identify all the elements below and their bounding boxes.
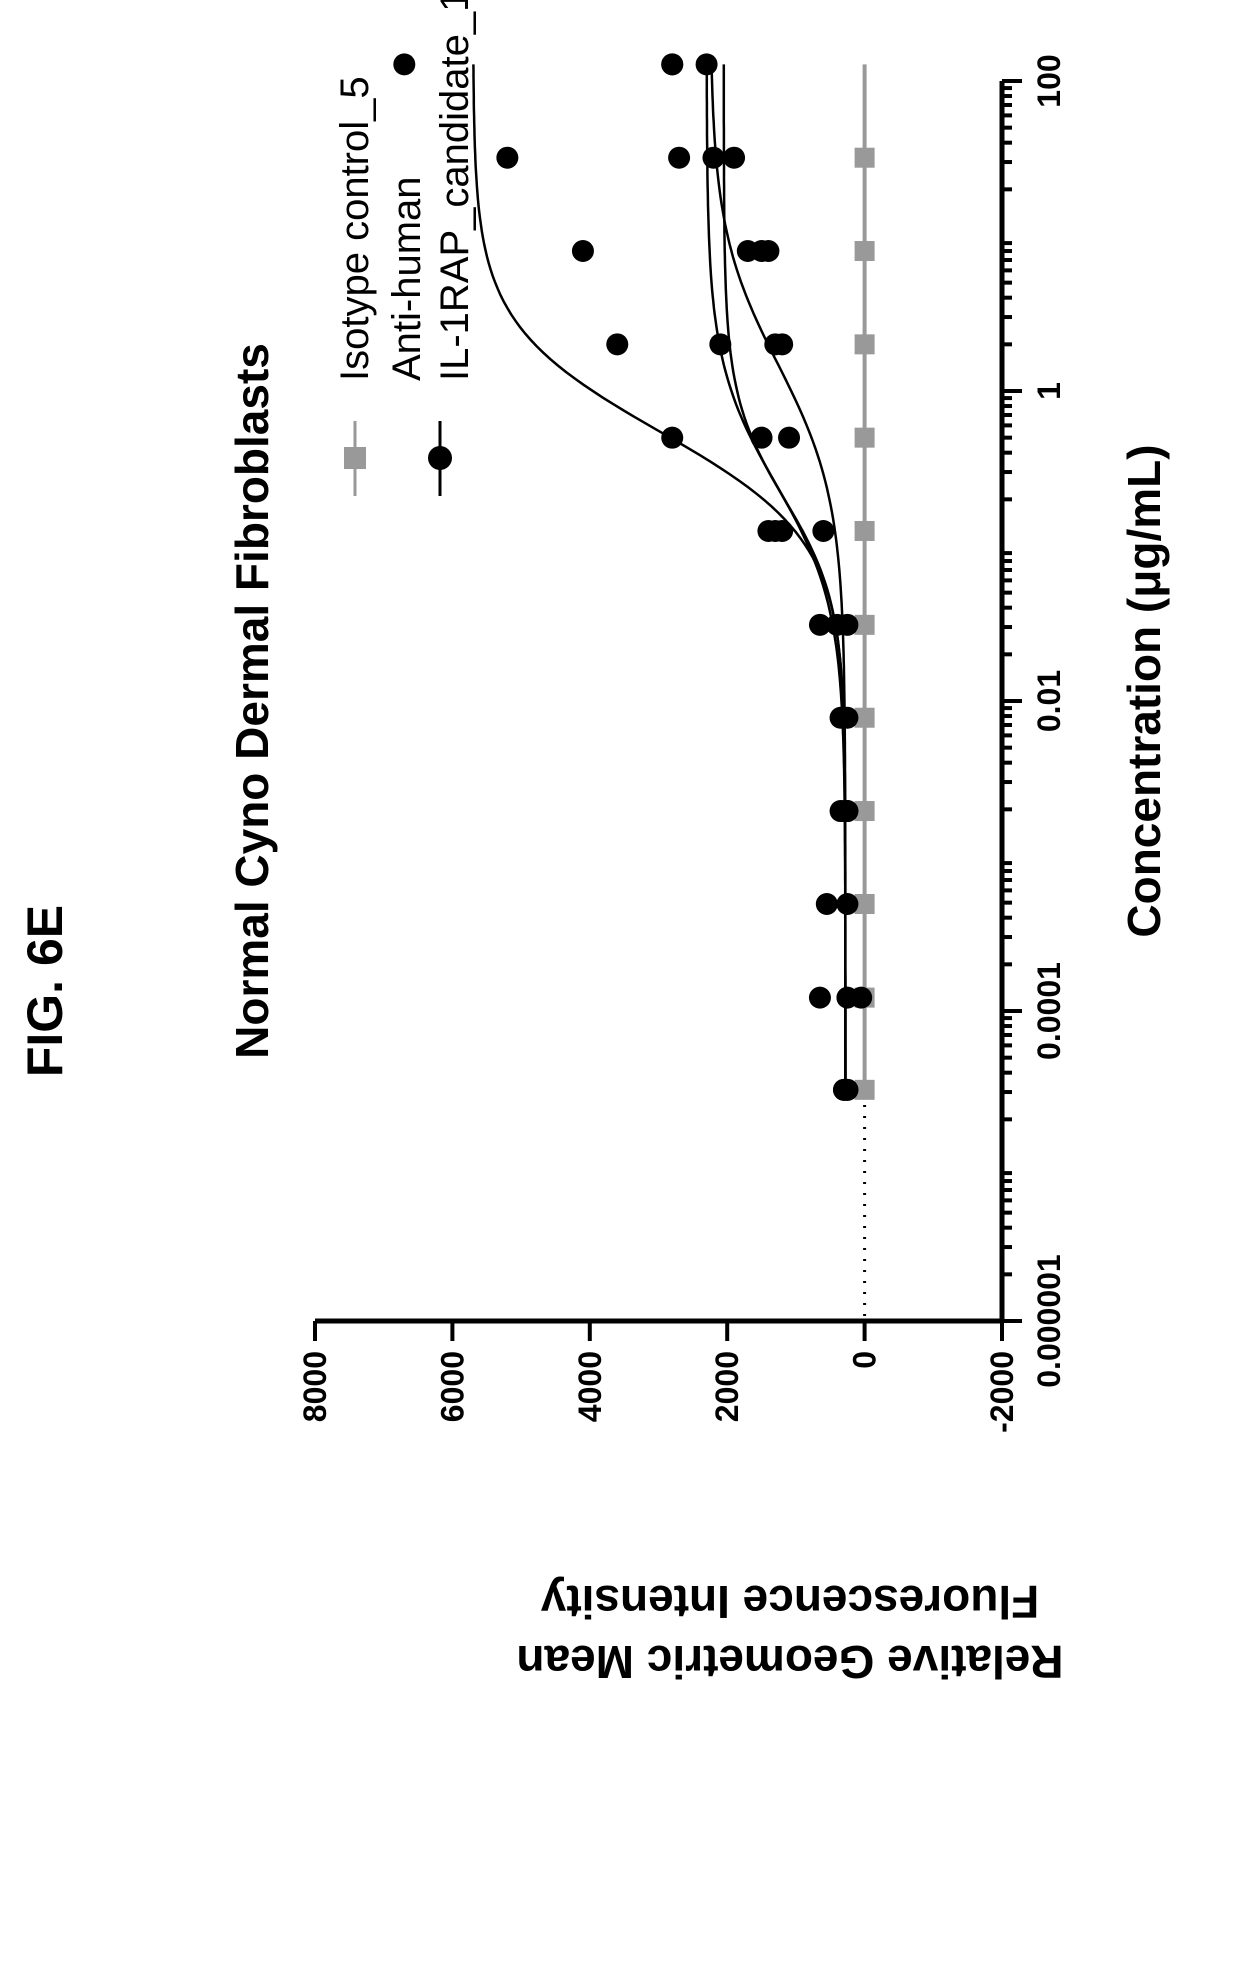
isotype-point: [854, 520, 875, 541]
anti-il1rap-point: [736, 240, 759, 263]
anti-il1rap-point: [661, 53, 684, 76]
legend-label-isotype: Isotype control_5: [333, 76, 377, 381]
anti-il1rap-point: [832, 706, 855, 729]
y-axis-ticks: -2000 0 2000 4000 6000 8000: [297, 1321, 1020, 1433]
fit-curve: [705, 64, 847, 1090]
isotype-point: [854, 1079, 875, 1100]
y-axis-title: Relative Geometric Mean Fluorescence Int…: [516, 1576, 1063, 1688]
y-tick-label: 8000: [297, 1351, 333, 1422]
anti-il1rap-point: [808, 986, 831, 1009]
isotype-point: [854, 147, 875, 168]
y-axis-title-line-2: Fluorescence Intensity: [540, 1576, 1039, 1628]
isotype-point: [854, 894, 875, 915]
y-tick-label: 2000: [709, 1351, 745, 1422]
isotype-point: [854, 427, 875, 448]
x-tick-label: 0.0001: [1031, 962, 1067, 1060]
anti-il1rap-point: [695, 53, 718, 76]
legend-label-anti-il1rap-line-1: Anti-human: [385, 176, 429, 381]
anti-il1rap-point: [778, 426, 801, 449]
isotype-point: [854, 334, 875, 355]
anti-il1rap-point: [757, 519, 780, 542]
anti-il1rap-point: [661, 426, 684, 449]
x-axis-title: Concentration (μg/mL): [1118, 444, 1170, 937]
y-tick-label: -2000: [984, 1351, 1020, 1433]
series-group: [854, 147, 875, 1100]
legend-circle-marker: [428, 446, 452, 470]
anti-il1rap-point: [668, 146, 691, 169]
x-axis-ticks: 0.000001 0.0001 0.01 1 100: [1002, 54, 1067, 1388]
anti-il1rap-point: [836, 893, 859, 916]
fit-curves: [472, 64, 867, 1090]
fit-curve: [472, 64, 847, 1090]
anti-il1rap-point: [771, 333, 794, 356]
anti-il1rap-point: [808, 613, 831, 636]
anti-il1rap-point: [836, 613, 859, 636]
rotated-figure: FIG. 6E Normal Cyno Dermal Fibroblasts -…: [17, 0, 1170, 1688]
anti-il1rap-point: [832, 1078, 855, 1101]
x-tick-label: 0.01: [1031, 670, 1067, 732]
isotype-point: [854, 801, 875, 822]
y-tick-label: 4000: [572, 1351, 608, 1422]
anti-il1rap-point: [709, 333, 732, 356]
anti-il1rap-point: [393, 53, 416, 76]
anti-il1rap-point: [702, 146, 725, 169]
y-axis-title-line-1: Relative Geometric Mean: [516, 1636, 1063, 1688]
anti-il1rap-point: [815, 893, 838, 916]
isotype-point: [854, 707, 875, 728]
y-tick-label: 6000: [434, 1351, 470, 1422]
x-tick-label: 100: [1031, 54, 1067, 107]
anti-il1rap-point: [723, 146, 746, 169]
anti-il1rap-point: [850, 986, 873, 1009]
legend: Isotype control_5 Anti-human IL-1RAP_can…: [333, 0, 477, 496]
anti-il1rap-point: [496, 146, 519, 169]
legend-square-marker: [344, 447, 366, 469]
fit-curve: [710, 64, 847, 1090]
anti-il1rap-point: [571, 240, 594, 263]
figure-label: FIG. 6E: [17, 905, 73, 1077]
anti-il1rap-point: [832, 800, 855, 823]
anti-il1rap-point: [606, 333, 629, 356]
y-tick-label: 0: [847, 1351, 883, 1369]
data-series: [393, 53, 875, 1101]
fit-curve: [722, 64, 847, 1090]
legend-entry-isotype: Isotype control_5: [333, 76, 377, 496]
anti-il1rap-point: [750, 426, 773, 449]
legend-label-anti-il1rap-line-2: IL-1RAP_candidate_1: [433, 0, 477, 381]
legend-entry-anti-il1rap: Anti-human IL-1RAP_candidate_1: [385, 0, 477, 496]
isotype-point: [854, 614, 875, 635]
chart-title: Normal Cyno Dermal Fibroblasts: [226, 343, 278, 1059]
x-tick-label: 1: [1031, 382, 1067, 400]
x-tick-label: 0.000001: [1031, 1254, 1067, 1387]
isotype-point: [854, 241, 875, 262]
series-group: [393, 53, 873, 1101]
anti-il1rap-point: [812, 519, 835, 542]
